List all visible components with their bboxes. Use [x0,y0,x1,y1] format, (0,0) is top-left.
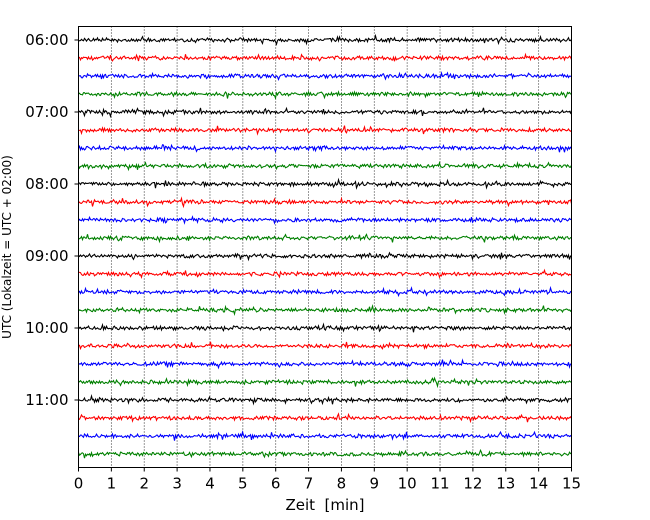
x-axis-ticks: 0 1 2 3 4 5 6 7 8 9 10 11 12 13 14 15 [74,467,581,493]
seismogram-trace [78,358,572,370]
seismogram-trace [78,268,572,279]
y-tick-label: 06:00 [25,31,68,49]
plot-frame [78,26,572,468]
x-tick-label: 6 [271,475,281,493]
y-tick-label: 10:00 [25,319,68,337]
seismogram-trace [78,412,572,424]
seismogram-trace [78,215,572,225]
y-tick-label: 08:00 [25,175,68,193]
x-tick-label: 7 [304,475,314,493]
seismogram-trace [78,394,572,406]
x-tick-label: 5 [238,475,248,493]
y-tick-label: 07:00 [25,103,68,121]
seismogram-trace [78,322,572,333]
x-tick-label: 15 [562,475,581,493]
seismogram-trace [78,376,572,389]
seismogram-trace [78,160,572,172]
x-tick-label: 8 [337,475,347,493]
y-axis-ticks: 06:00 07:00 08:00 09:00 10:00 11:00 [25,31,79,409]
seismogram-trace [78,106,573,119]
x-tick-label: 12 [463,475,482,493]
x-tick-label: 4 [205,475,215,493]
seismogram-trace [78,52,573,62]
seismogram-trace [78,196,573,209]
x-tick-label: 9 [370,475,380,493]
seismogram-trace [78,430,572,441]
seismogram-trace [78,177,572,190]
seismogram-traces [77,33,573,459]
x-tick-label: 13 [496,475,515,493]
seismogram-trace [78,233,572,244]
x-tick-label: 1 [107,475,117,493]
seismogram-trace [78,341,572,351]
x-tick-label: 11 [430,475,449,493]
x-tick-label: 3 [172,475,182,493]
x-tick-label: 10 [398,475,417,493]
x-axis-label: Zeit [min] [285,496,364,514]
x-tick-label: 0 [74,475,84,493]
seismogram-trace [78,90,572,101]
seismogram-trace [78,251,572,262]
seismogram-trace [78,303,572,317]
seismogram-trace [78,71,572,82]
seismogram-trace [78,33,572,47]
y-tick-label: 09:00 [25,247,68,265]
x-tick-label: 2 [139,475,149,493]
x-tick-label: 14 [529,475,548,493]
seismogram-trace [78,143,572,154]
seismogram-trace [78,285,572,298]
seismogram-trace [78,124,572,136]
y-tick-label: 11:00 [25,391,68,409]
y-axis-label: UTC (Lokalzeit = UTC + 02:00) [0,155,14,339]
seismogram-trace [77,448,572,459]
